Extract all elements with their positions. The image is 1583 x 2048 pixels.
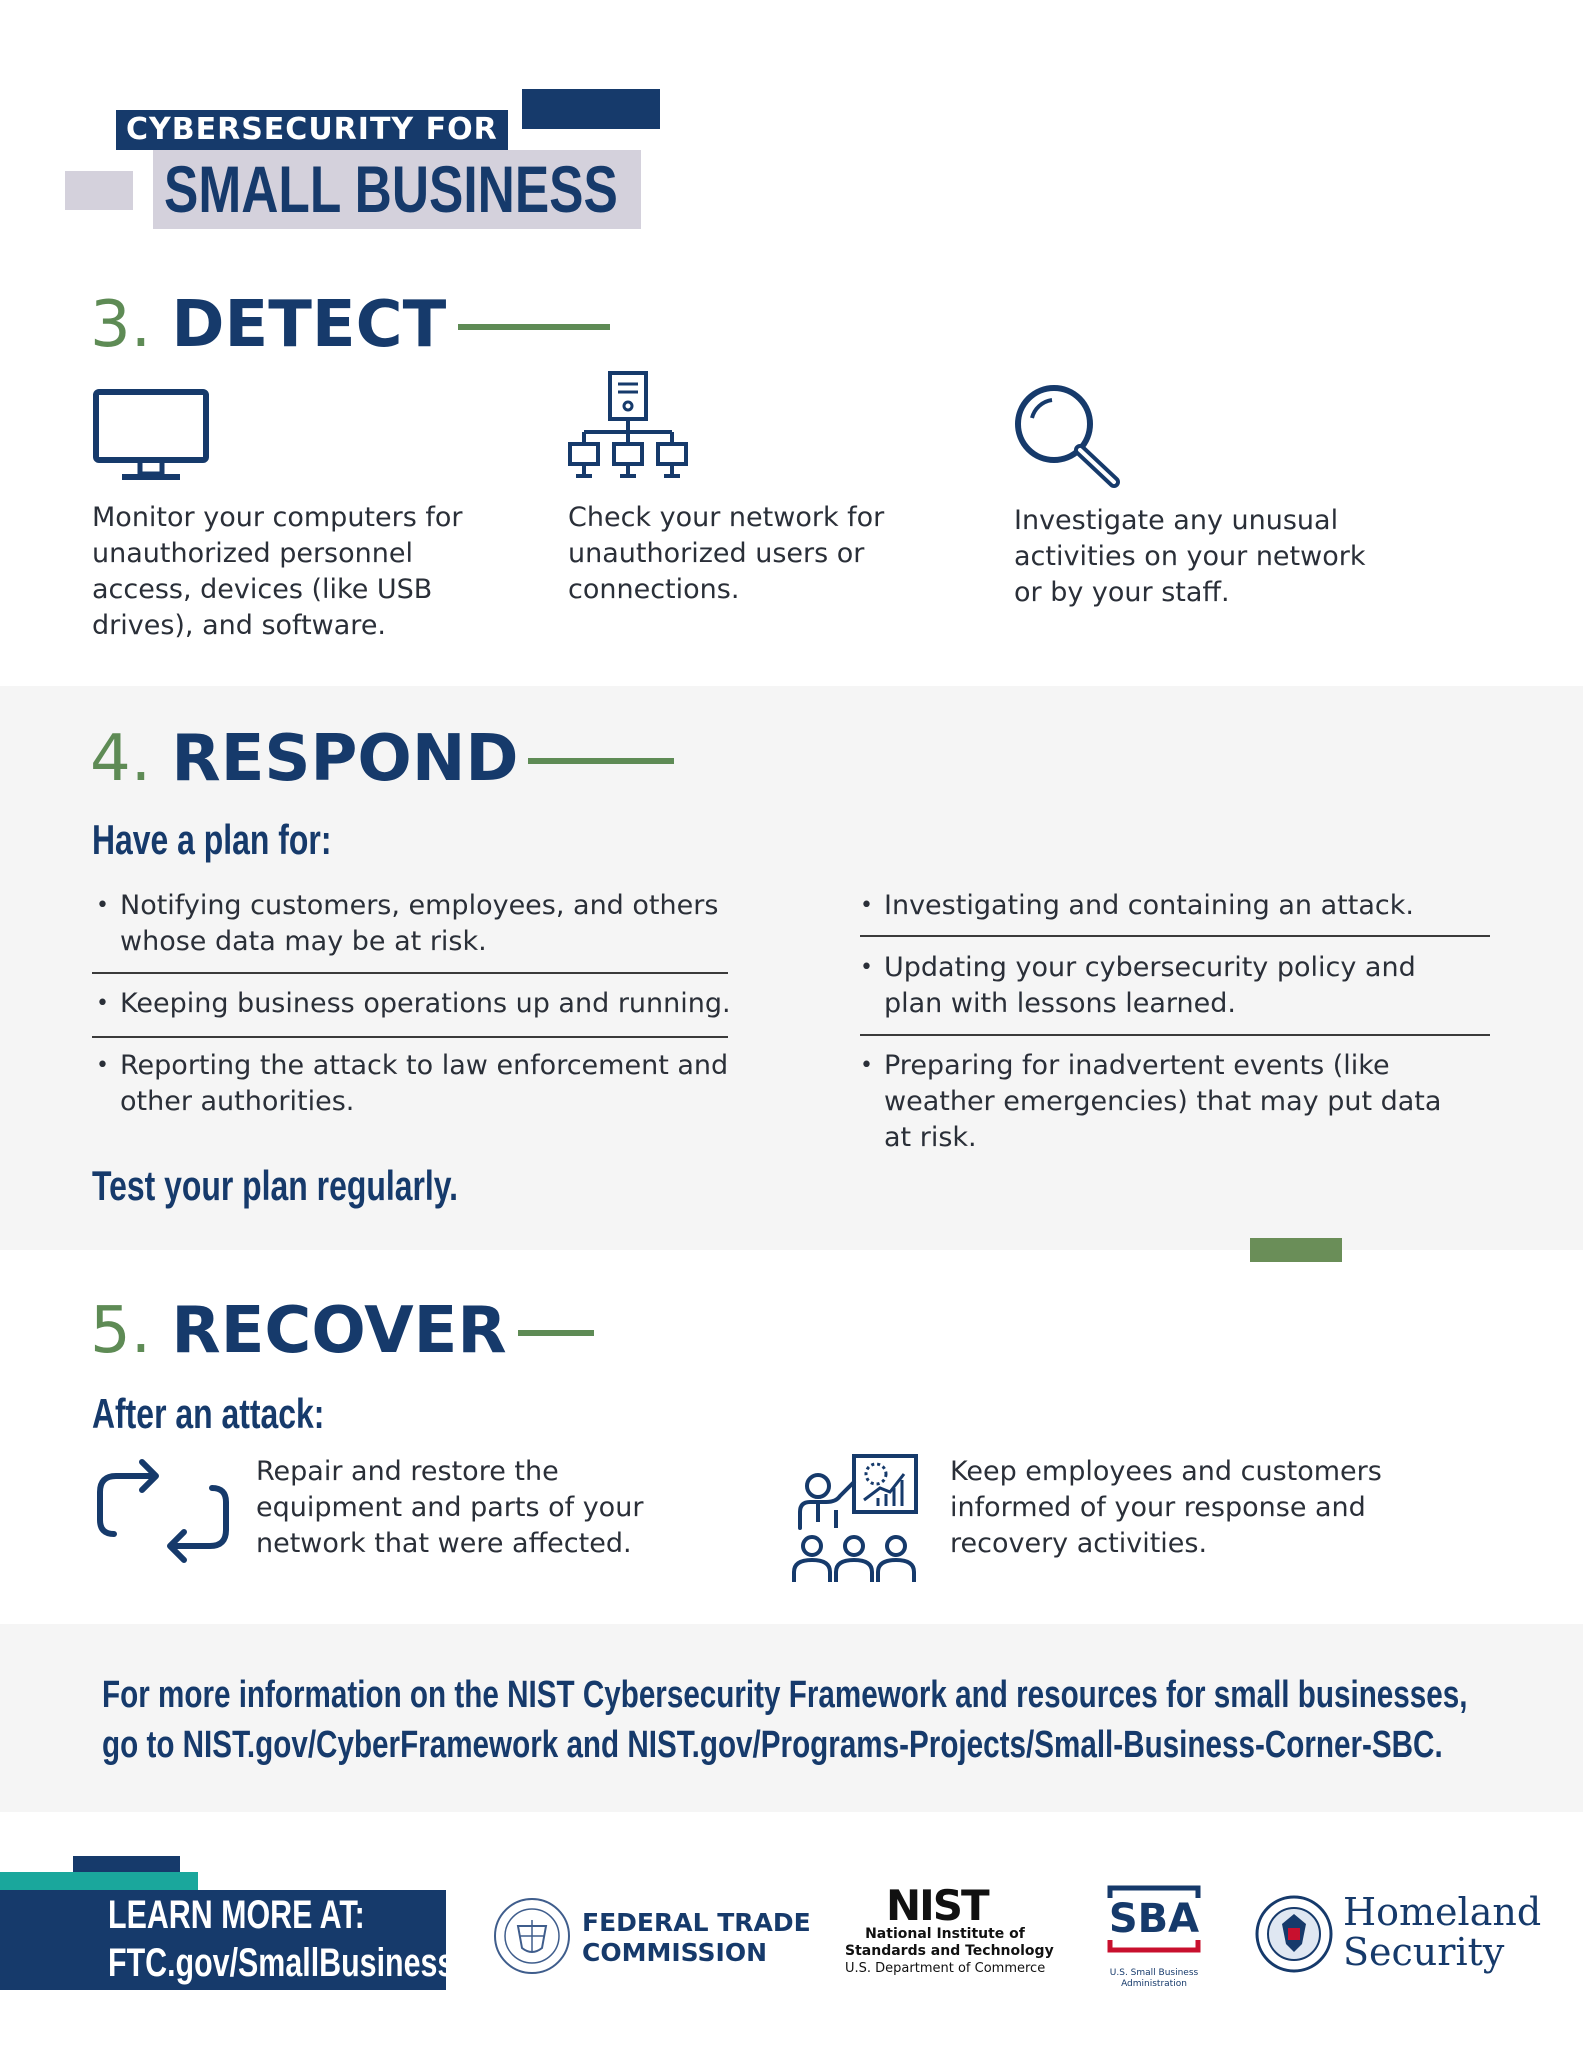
sba-frame-icon [1107, 1885, 1201, 1953]
respond-right-divider-1 [860, 935, 1490, 937]
info-line-1: For more information on the NIST Cyberse… [102, 1674, 1468, 1716]
learn-decor-navy [73, 1856, 180, 1874]
respond-right-item-1: Investigating and containing an attack. [856, 888, 1524, 924]
dhs-seal-icon [1255, 1895, 1333, 1973]
learn-more-link[interactable]: FTC.gov/SmallBusiness [108, 1941, 455, 1985]
header-tag: CYBERSECURITY FOR [116, 110, 508, 150]
respond-right-item-3: Preparing for inadvertent events (like w… [856, 1048, 1444, 1156]
header-title: SMALL BUSINESS [164, 152, 618, 226]
presentation-icon [792, 1454, 918, 1582]
recover-rule [518, 1330, 594, 1336]
detect-item-1-text: Monitor your computers for unauthorized … [92, 502, 463, 641]
respond-left-item-1: Notifying customers, employees, and othe… [92, 888, 740, 960]
recover-word: RECOVER [171, 1294, 507, 1368]
learn-more-box [0, 1890, 446, 1990]
respond-right-item-2: Updating your cybersecurity policy and p… [856, 950, 1444, 1022]
respond-heading: 4. RESPOND [90, 724, 519, 794]
monitor-icon [93, 389, 209, 480]
respond-left-divider-2 [92, 1036, 728, 1038]
sba-line-2: Administration [1121, 1979, 1187, 1989]
recover-item-1-text: Repair and restore the equipment and par… [256, 1456, 644, 1559]
ftc-name-line-2: COMMISSION [582, 1938, 768, 1967]
recover-heading: 5. RECOVER [90, 1296, 507, 1366]
nist-line-2: Standards and Technology [845, 1943, 1054, 1959]
header-title-background [153, 150, 641, 229]
detect-item-3-text: Investigate any unusual activities on yo… [1014, 505, 1366, 608]
respond-right-divider-2 [860, 1034, 1490, 1036]
recover-item-2-text: Keep employees and customers informed of… [950, 1456, 1382, 1559]
recover-number: 5. [90, 1294, 152, 1368]
after-attack-heading: After an attack: [92, 1390, 325, 1437]
respond-word: RESPOND [171, 722, 519, 796]
header-decor-gray-block [65, 171, 133, 210]
network-icon [568, 371, 688, 478]
nist-line-1: National Institute of [865, 1926, 1025, 1942]
learn-more-label: LEARN MORE AT: [108, 1893, 365, 1937]
learn-decor-teal [0, 1872, 198, 1890]
magnifier-icon [1015, 385, 1120, 488]
respond-rule [528, 758, 674, 764]
header-decor-navy-block [522, 89, 660, 129]
sba-line-1: U.S. Small Business [1109, 1968, 1199, 1978]
dhs-name-line-2: Security [1343, 1930, 1505, 1974]
detect-item-2-text: Check your network for unauthorized user… [568, 502, 885, 605]
info-line-2: go to NIST.gov/CyberFramework and NIST.g… [102, 1724, 1443, 1766]
nist-line-3: U.S. Department of Commerce [845, 1961, 1046, 1976]
respond-number: 4. [90, 722, 152, 796]
detect-word: DETECT [171, 288, 447, 362]
dhs-name-line-1: Homeland [1343, 1890, 1542, 1934]
sba-wordmark: SBA [1108, 1896, 1200, 1942]
refresh-icon [97, 1459, 229, 1563]
detect-number: 3. [90, 288, 152, 362]
respond-left-item-3: Reporting the attack to law enforcement … [92, 1048, 760, 1120]
respond-green-tab [1250, 1238, 1342, 1262]
respond-left-item-2: Keeping business operations up and runni… [92, 986, 780, 1022]
info-band [0, 1624, 1583, 1812]
respond-left-divider-1 [92, 972, 728, 974]
test-plan-text: Test your plan regularly. [92, 1162, 458, 1209]
plan-heading: Have a plan for: [92, 816, 332, 863]
nist-wordmark: NIST [886, 1881, 990, 1930]
ftc-name-line-1: FEDERAL TRADE [582, 1908, 811, 1937]
ftc-seal-icon [494, 1898, 570, 1974]
detect-heading: 3. DETECT [90, 290, 446, 360]
detect-rule [458, 324, 610, 330]
